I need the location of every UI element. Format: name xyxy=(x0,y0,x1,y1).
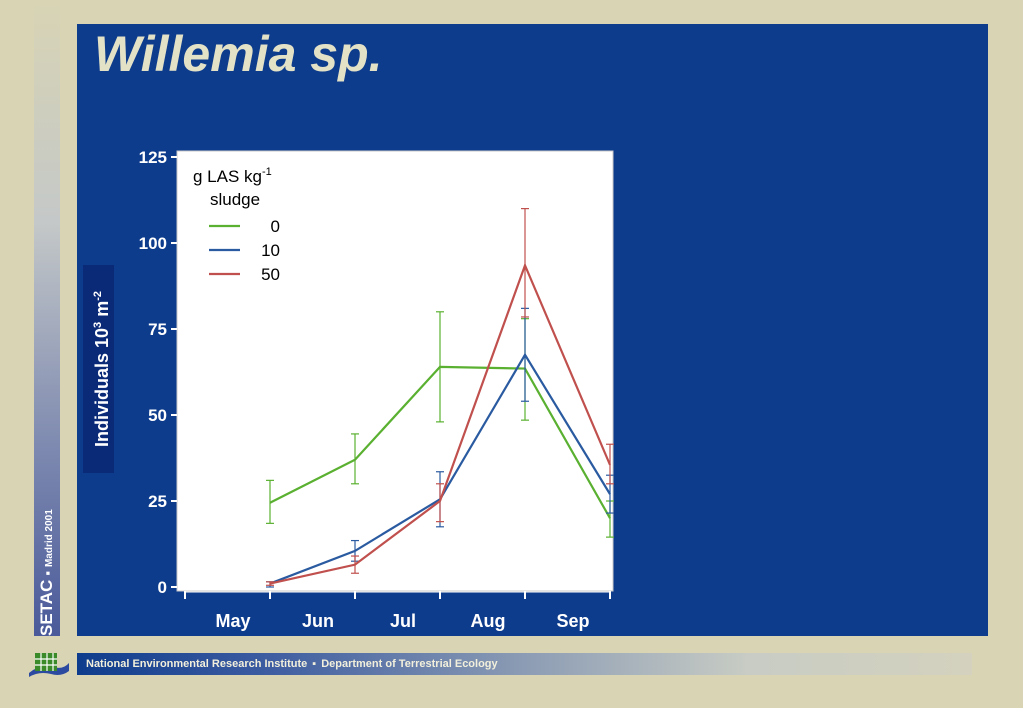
x-tick-label: Jul xyxy=(390,611,416,631)
y-tick-label: 100 xyxy=(139,234,167,253)
footer-text: National Environmental Research Institut… xyxy=(86,653,498,675)
footer-institute: National Environmental Research Institut… xyxy=(86,658,308,670)
legend-label-10: 10 xyxy=(261,241,280,260)
legend-title-main: g LAS kg xyxy=(193,167,262,186)
footer-separator: ▪ xyxy=(312,658,317,670)
footer-bar xyxy=(77,653,972,675)
x-tick-label: Jun xyxy=(302,611,334,631)
grid-map-logo-icon xyxy=(29,653,69,677)
y-tick-label: 0 xyxy=(158,578,167,597)
plot-area xyxy=(176,150,614,592)
footer-department: Department of Terrestrial Ecology xyxy=(321,658,498,670)
y-tick-label: 75 xyxy=(148,320,167,339)
setac-label: SETAC xyxy=(37,579,56,636)
y-tick-label: 25 xyxy=(148,492,167,511)
y-axis-label-box xyxy=(83,265,114,473)
sidebar-strip xyxy=(34,0,60,636)
y-tick-label: 125 xyxy=(139,148,167,167)
slide-title: Willemia sp. xyxy=(94,26,383,82)
sidebar-separator: ▪ xyxy=(40,571,55,576)
sidebar-label: SETAC ▪ Madrid 2001 xyxy=(36,436,58,636)
x-tick-label: Sep xyxy=(556,611,589,631)
series-50 xyxy=(266,208,614,586)
y-tick-label: 50 xyxy=(148,406,167,425)
legend-title: g LAS kg-1 xyxy=(193,166,272,186)
x-tick-label: Aug xyxy=(471,611,506,631)
series-layer xyxy=(266,208,614,588)
madrid-label: Madrid 2001 xyxy=(44,509,55,568)
legend-subtitle: sludge xyxy=(210,190,260,209)
legend-title-sup: -1 xyxy=(262,166,272,178)
x-tick-label: May xyxy=(215,611,250,631)
legend-label-50: 50 xyxy=(261,265,280,284)
legend-label-0: 0 xyxy=(271,217,280,236)
